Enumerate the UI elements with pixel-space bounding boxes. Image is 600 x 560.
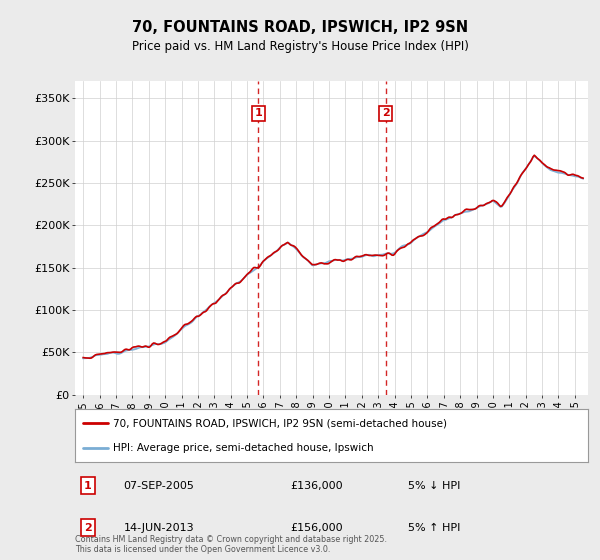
Text: 07-SEP-2005: 07-SEP-2005 [124,481,194,491]
Text: 14-JUN-2013: 14-JUN-2013 [124,523,194,533]
Text: Contains HM Land Registry data © Crown copyright and database right 2025.
This d: Contains HM Land Registry data © Crown c… [75,535,387,554]
Text: £136,000: £136,000 [290,481,343,491]
Text: 2: 2 [84,523,92,533]
Text: 70, FOUNTAINS ROAD, IPSWICH, IP2 9SN (semi-detached house): 70, FOUNTAINS ROAD, IPSWICH, IP2 9SN (se… [113,418,448,428]
Text: 1: 1 [84,481,92,491]
Text: 5% ↑ HPI: 5% ↑ HPI [409,523,461,533]
Text: 5% ↓ HPI: 5% ↓ HPI [409,481,461,491]
Text: 70, FOUNTAINS ROAD, IPSWICH, IP2 9SN: 70, FOUNTAINS ROAD, IPSWICH, IP2 9SN [132,20,468,35]
Text: HPI: Average price, semi-detached house, Ipswich: HPI: Average price, semi-detached house,… [113,442,374,452]
Text: Price paid vs. HM Land Registry's House Price Index (HPI): Price paid vs. HM Land Registry's House … [131,40,469,53]
Text: £156,000: £156,000 [290,523,343,533]
Text: 2: 2 [382,109,389,118]
Text: 1: 1 [254,109,262,118]
